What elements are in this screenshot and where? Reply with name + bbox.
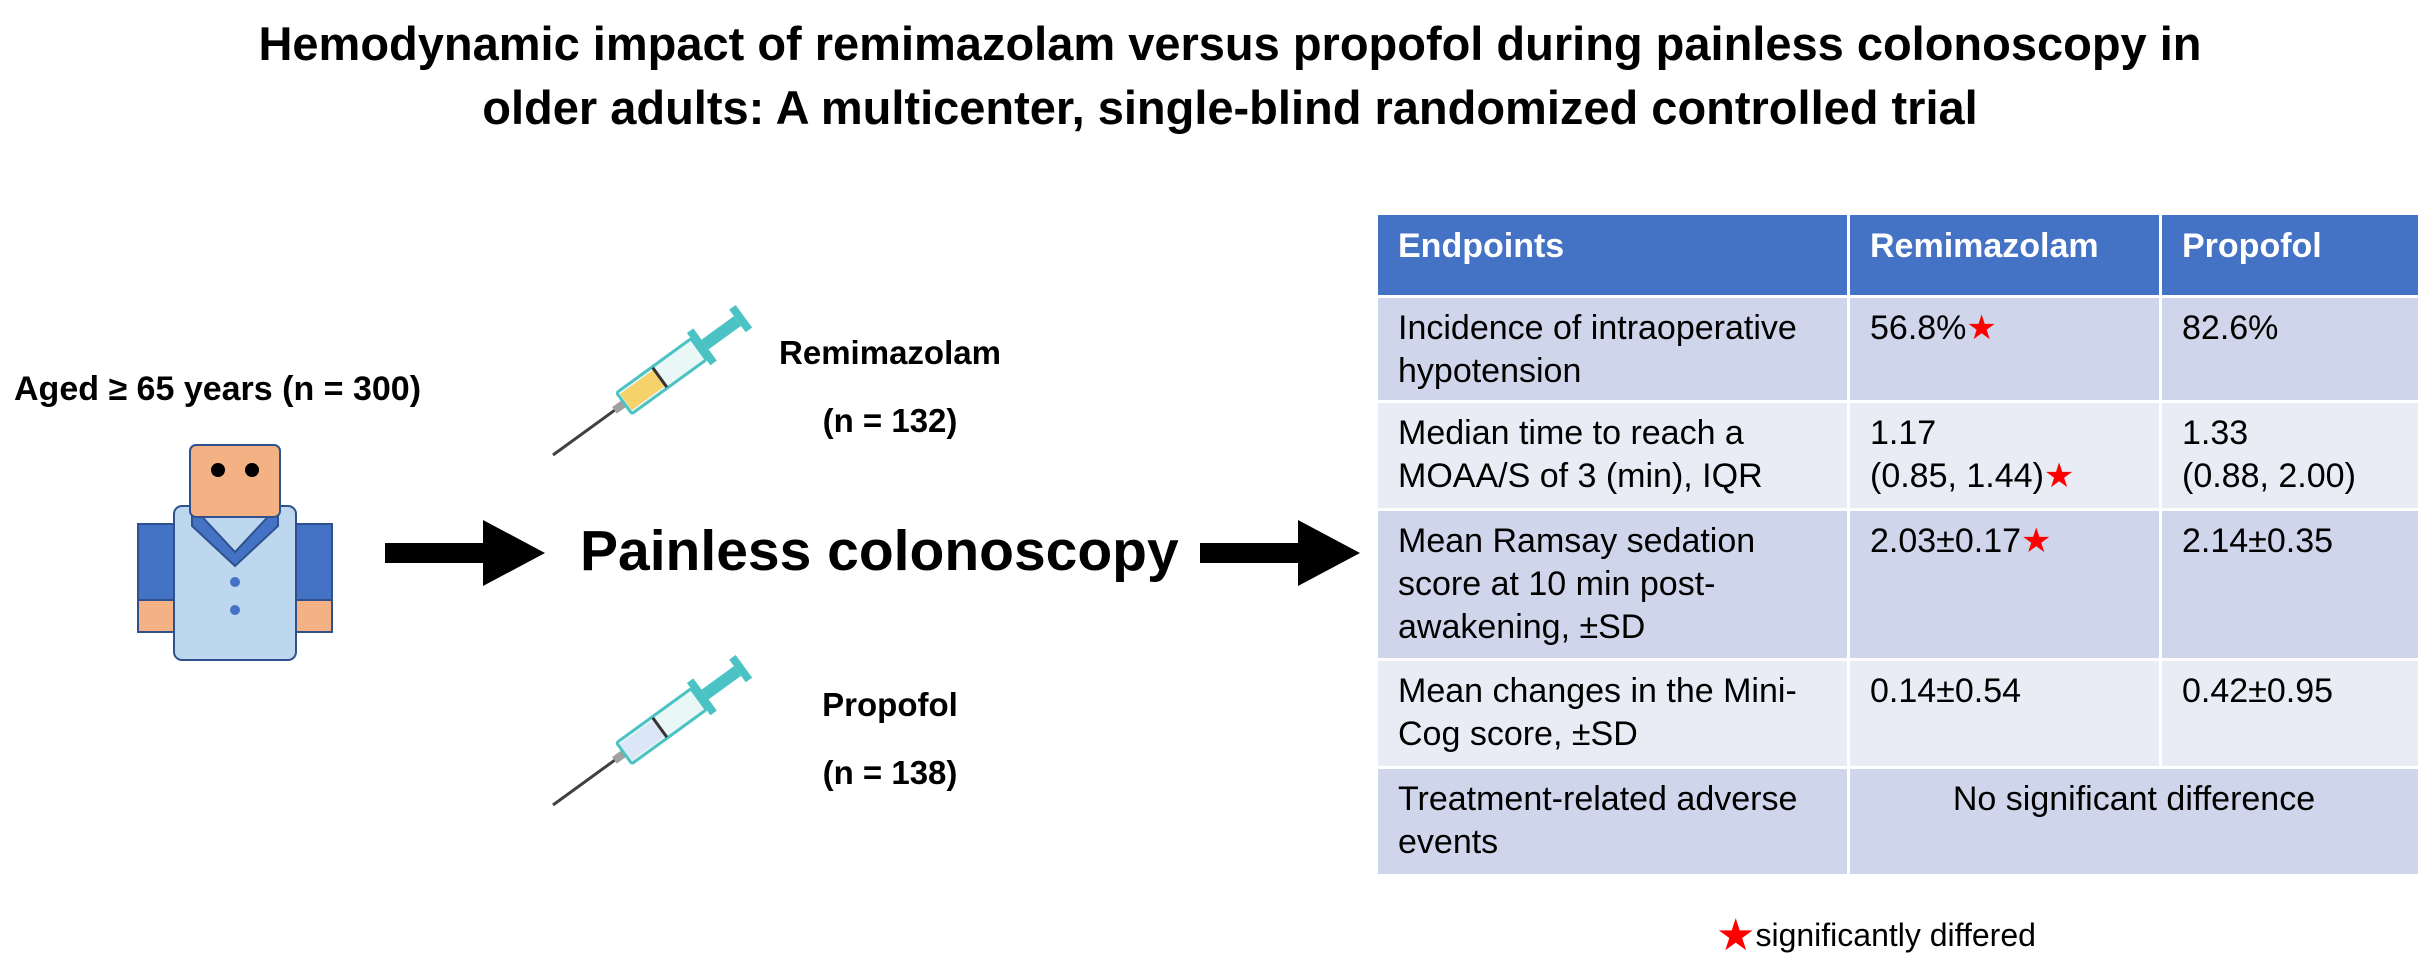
endpoint-line: Treatment-related adverse xyxy=(1398,780,1798,818)
title-line-1: Hemodynamic impact of remimazolam versus… xyxy=(258,17,2202,70)
remimazolam-cell: 0.14±0.54 xyxy=(1850,661,2162,769)
syringe-icon xyxy=(552,654,753,807)
merged-result-value: No significant difference xyxy=(1952,780,2316,818)
footnote: ★significantly differed xyxy=(1716,910,2036,961)
header-endpoints: Endpoints xyxy=(1378,215,1850,298)
endpoint-line: Median time to reach a xyxy=(1398,414,1744,452)
propofol-value: 2.14±0.35 xyxy=(2182,522,2334,560)
propofol-cell: 82.6% xyxy=(2162,298,2418,403)
arrow-right-icon xyxy=(1200,520,1360,586)
table-row: Mean changes in the Mini- Cog score, ±SD… xyxy=(1378,661,2418,769)
propofol-value: 0.42±0.95 xyxy=(2182,672,2334,710)
header-propofol: Propofol xyxy=(2162,215,2418,298)
remimazolam-value: 1.17 xyxy=(1870,414,1937,452)
remimazolam-value: 0.14±0.54 xyxy=(1870,672,2022,710)
endpoint-line: events xyxy=(1398,823,1499,861)
star-icon: ★ xyxy=(2021,522,2052,560)
table-row: Median time to reach a MOAA/S of 3 (min)… xyxy=(1378,403,2418,511)
endpoint-line: score at 10 min post- xyxy=(1398,565,1716,603)
table-row: Incidence of intraoperative hypotension … xyxy=(1378,298,2418,403)
endpoint-cell: Treatment-related adverse events xyxy=(1378,769,1850,877)
star-icon: ★ xyxy=(2043,457,2075,495)
title-line-2: older adults: A multicenter, single-blin… xyxy=(482,81,1978,134)
endpoint-line: hypotension xyxy=(1398,352,1582,390)
procedure-label: Painless colonoscopy xyxy=(580,519,1179,583)
remimazolam-value: 2.03±0.17 xyxy=(1870,522,2022,560)
merged-result-cell: No significant difference xyxy=(1850,769,2418,877)
endpoint-cell: Incidence of intraoperative hypotension xyxy=(1378,298,1850,403)
page-title: Hemodynamic impact of remimazolam versus… xyxy=(40,12,2420,140)
endpoint-line: Mean Ramsay sedation xyxy=(1398,522,1756,560)
group-remimazolam-n: (n = 132) xyxy=(822,402,958,439)
footnote-text: significantly differed xyxy=(1755,917,2036,953)
endpoint-line: Mean changes in the Mini- xyxy=(1398,672,1797,710)
endpoint-cell: Median time to reach a MOAA/S of 3 (min)… xyxy=(1378,403,1850,511)
propofol-cell: 2.14±0.35 xyxy=(2162,511,2418,661)
table-row: Mean Ramsay sedation score at 10 min pos… xyxy=(1378,511,2418,661)
endpoints-table: Endpoints Remimazolam Propofol Incidence… xyxy=(1378,215,2418,877)
endpoint-cell: Mean Ramsay sedation score at 10 min pos… xyxy=(1378,511,1850,661)
endpoint-cell: Mean changes in the Mini- Cog score, ±SD xyxy=(1378,661,1850,769)
endpoint-line: Cog score, ±SD xyxy=(1398,715,1638,753)
propofol-value: 1.33 xyxy=(2182,414,2249,452)
elderly-person-icon xyxy=(137,444,333,661)
group-propofol-label: Propofol xyxy=(822,686,958,723)
population-label: Aged ≥ 65 years (n = 300) xyxy=(14,370,422,408)
star-icon: ★ xyxy=(1966,309,1997,347)
header-remimazolam: Remimazolam xyxy=(1850,215,2162,298)
table-header-row: Endpoints Remimazolam Propofol xyxy=(1378,215,2418,298)
star-icon: ★ xyxy=(1716,911,1756,960)
arrow-right-icon xyxy=(385,520,545,586)
propofol-cell: 0.42±0.95 xyxy=(2162,661,2418,769)
remimazolam-value: (0.85, 1.44) xyxy=(1870,457,2044,495)
remimazolam-cell: 1.17 (0.85, 1.44)★ xyxy=(1850,403,2162,511)
propofol-value: 82.6% xyxy=(2182,309,2279,347)
endpoint-line: awakening, ±SD xyxy=(1398,608,1646,646)
table-row: Treatment-related adverse events No sign… xyxy=(1378,769,2418,877)
remimazolam-value: 56.8% xyxy=(1870,309,1967,347)
propofol-value: (0.88, 2.00) xyxy=(2182,457,2356,495)
remimazolam-cell: 56.8%★ xyxy=(1850,298,2162,403)
group-remimazolam-label: Remimazolam xyxy=(779,334,1001,371)
propofol-cell: 1.33 (0.88, 2.00) xyxy=(2162,403,2418,511)
remimazolam-cell: 2.03±0.17★ xyxy=(1850,511,2162,661)
group-propofol-n: (n = 138) xyxy=(822,754,958,791)
syringe-icon xyxy=(552,304,753,457)
endpoint-line: Incidence of intraoperative xyxy=(1398,309,1797,347)
endpoint-line: MOAA/S of 3 (min), IQR xyxy=(1398,457,1763,495)
